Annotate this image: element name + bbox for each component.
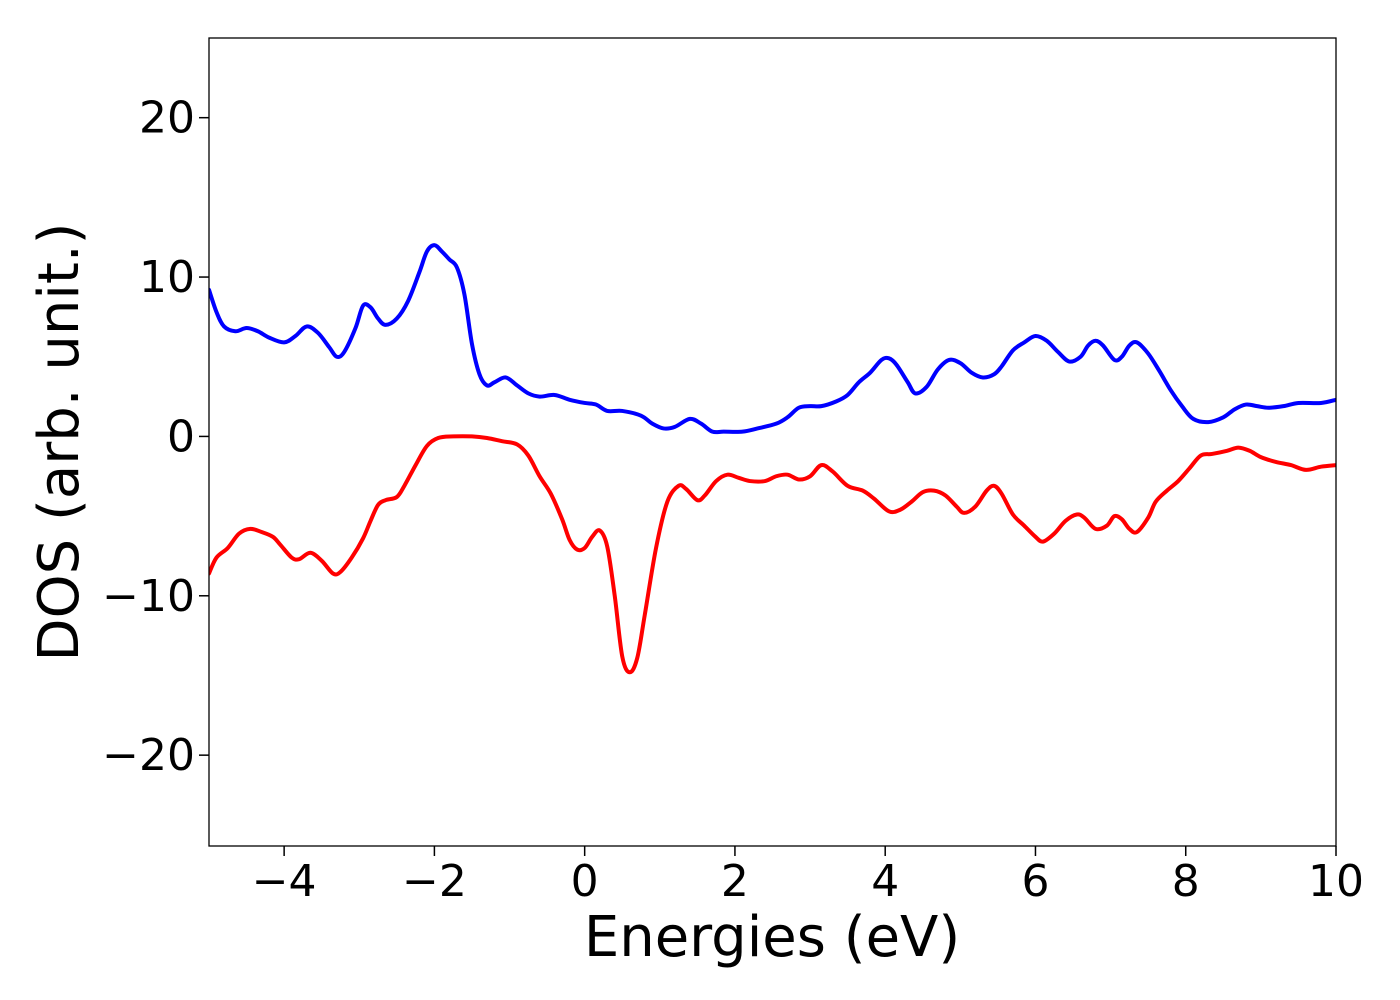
series-line-blue xyxy=(209,243,1336,435)
y-tick-label: 0 xyxy=(167,411,195,462)
series-layer xyxy=(209,243,1336,675)
x-tick-label: −2 xyxy=(402,856,467,907)
y-tick-label: 20 xyxy=(139,93,195,144)
x-axis: −4 −2 0 2 4 6 8 10 xyxy=(252,846,1364,907)
x-axis-label: Energies (eV) xyxy=(584,905,960,970)
y-tick-label: −10 xyxy=(102,571,195,622)
x-tick-label: 6 xyxy=(1021,856,1049,907)
y-tick-label: 10 xyxy=(139,252,195,303)
x-tick-label: 4 xyxy=(871,856,899,907)
y-tick-label: −20 xyxy=(102,730,195,781)
x-tick-label: −4 xyxy=(252,856,317,907)
plot-frame xyxy=(208,37,1337,847)
x-tick-label: 8 xyxy=(1172,856,1200,907)
series-line-red xyxy=(209,434,1336,675)
x-tick-label: 10 xyxy=(1308,856,1364,907)
y-axis-label: DOS (arb. unit.) xyxy=(27,222,92,661)
x-tick-label: 2 xyxy=(721,856,749,907)
y-axis: −20 −10 0 10 20 xyxy=(102,93,209,781)
x-tick-label: 0 xyxy=(571,856,599,907)
